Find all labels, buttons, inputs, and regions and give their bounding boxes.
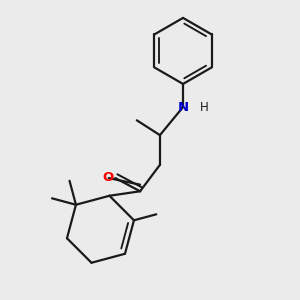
Text: N: N bbox=[178, 100, 189, 114]
Text: O: O bbox=[102, 171, 114, 184]
Text: H: H bbox=[200, 100, 208, 114]
